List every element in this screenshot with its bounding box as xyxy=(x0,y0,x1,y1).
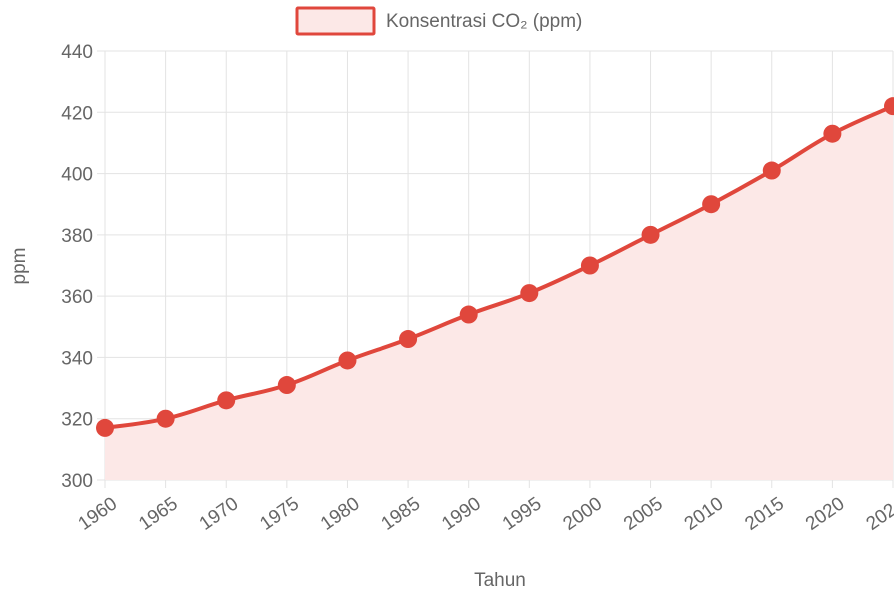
x-tick-label-2020: 2020 xyxy=(802,493,849,534)
y-axis-title: ppm xyxy=(9,248,30,285)
legend-label: Konsentrasi CO₂ (ppm) xyxy=(386,11,582,32)
y-tick-label-320: 320 xyxy=(61,410,93,431)
x-tick-label-1990: 1990 xyxy=(438,493,485,534)
data-point-2010[interactable] xyxy=(702,195,721,214)
y-tick-label-420: 420 xyxy=(61,103,93,124)
data-point-1990[interactable] xyxy=(459,305,478,324)
legend-swatch xyxy=(295,6,376,36)
x-tick-label-1995: 1995 xyxy=(499,493,546,534)
data-point-1960[interactable] xyxy=(96,418,114,437)
x-tick-label-1980: 1980 xyxy=(317,493,364,534)
data-point-1965[interactable] xyxy=(156,409,175,428)
data-point-1980[interactable] xyxy=(338,351,357,370)
x-tick-label-1975: 1975 xyxy=(256,493,303,534)
x-tick-label-1985: 1985 xyxy=(378,493,425,534)
x-axis-title: Tahun xyxy=(474,570,526,591)
data-point-2020[interactable] xyxy=(823,124,842,143)
data-point-1975[interactable] xyxy=(277,376,296,395)
y-tick-label-360: 360 xyxy=(61,287,93,308)
data-point-1985[interactable] xyxy=(399,330,418,349)
data-point-2024[interactable] xyxy=(884,97,894,116)
point-layer xyxy=(96,97,894,437)
x-tick-label-2000: 2000 xyxy=(559,493,606,534)
data-point-2015[interactable] xyxy=(762,161,781,180)
area-layer xyxy=(105,106,893,481)
y-tick-label-340: 340 xyxy=(61,348,93,369)
x-tick-label-2010: 2010 xyxy=(681,493,728,534)
legend[interactable]: Konsentrasi CO₂ (ppm) xyxy=(295,6,582,36)
series-area-fill xyxy=(105,106,893,481)
x-tick-label-1970: 1970 xyxy=(196,493,243,534)
x-tick-labels: 1960 1965 1970 1975 1980 1985 1990 1995 2000 2005… xyxy=(75,493,894,535)
y-tick-label-440: 440 xyxy=(61,42,93,63)
data-point-2005[interactable] xyxy=(641,225,660,244)
y-tick-label-300: 300 xyxy=(61,471,93,492)
data-point-2000[interactable] xyxy=(580,256,599,275)
data-point-1995[interactable] xyxy=(520,284,539,303)
data-point-1970[interactable] xyxy=(217,391,236,410)
x-tick-label-2024: 2024 xyxy=(863,493,894,535)
x-tick-label-1965: 1965 xyxy=(135,493,182,534)
y-tick-labels: 300 320 340 360 380 400 420 440 xyxy=(61,42,93,492)
x-tick-label-1960: 1960 xyxy=(75,493,122,534)
y-tick-label-380: 380 xyxy=(61,226,93,247)
y-tick-label-400: 400 xyxy=(61,165,93,186)
x-tick-label-2005: 2005 xyxy=(620,493,667,534)
x-tick-label-2015: 2015 xyxy=(741,493,788,534)
